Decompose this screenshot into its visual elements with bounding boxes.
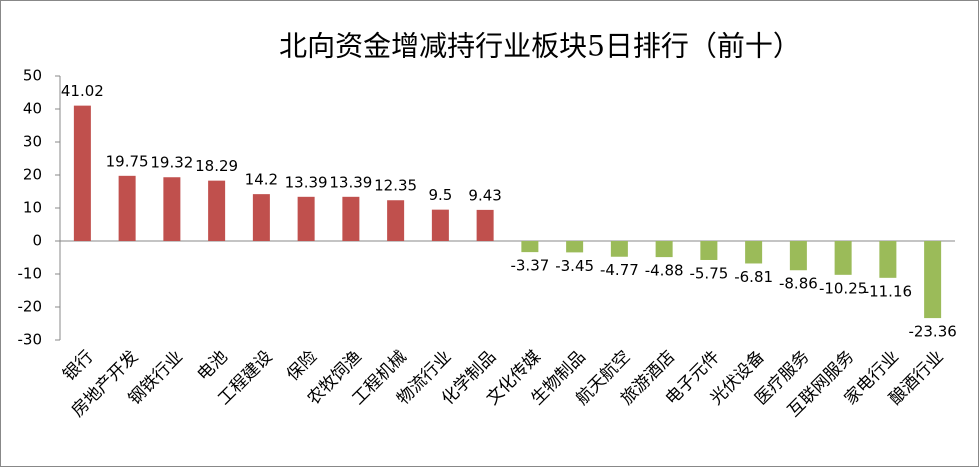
data-label: -4.77	[600, 261, 639, 279]
data-label: -11.16	[864, 282, 912, 300]
y-tick-label: -30	[18, 331, 43, 349]
bar	[879, 241, 897, 278]
chart-title: 北向资金增减持行业板块5日排行（前十）	[279, 30, 801, 63]
y-tick-label: 20	[23, 166, 42, 184]
data-label: 12.35	[374, 177, 417, 195]
bar	[208, 180, 226, 241]
y-tick-label: 10	[23, 199, 42, 217]
y-tick-label: -20	[18, 298, 43, 316]
data-label: 41.02	[61, 82, 104, 100]
bar	[476, 209, 494, 241]
y-tick-label: 40	[23, 100, 42, 118]
data-label: -5.75	[689, 264, 728, 282]
data-label: 9.43	[468, 186, 501, 204]
data-label: -6.81	[734, 268, 773, 286]
data-label: 14.2	[245, 171, 278, 189]
bar	[655, 241, 673, 258]
bar	[834, 241, 852, 275]
data-label: 13.39	[285, 173, 328, 191]
y-tick-label: -10	[18, 265, 43, 283]
bar	[521, 241, 539, 253]
data-label: 19.75	[106, 152, 149, 170]
y-tick-label: 50	[23, 67, 42, 85]
y-tick-label: 30	[23, 133, 42, 151]
data-label: -3.45	[555, 257, 594, 275]
data-label: 13.39	[329, 173, 372, 191]
bar	[73, 105, 91, 241]
bar	[163, 177, 181, 241]
bar	[924, 241, 942, 319]
bar	[252, 194, 270, 241]
bar	[431, 209, 449, 241]
bar	[610, 241, 628, 257]
y-tick-label: 0	[32, 232, 42, 250]
bar	[342, 196, 360, 241]
bar	[700, 241, 718, 260]
bar	[387, 200, 405, 241]
data-label: -23.36	[908, 323, 956, 341]
bar	[566, 241, 584, 253]
data-label: -4.88	[645, 262, 684, 280]
bar	[118, 175, 136, 241]
data-label: 19.32	[150, 154, 193, 172]
data-label: -3.37	[510, 257, 549, 275]
data-label: 18.29	[195, 157, 238, 175]
bar	[297, 196, 315, 241]
bar	[789, 241, 807, 271]
bar	[745, 241, 763, 264]
data-label: -10.25	[819, 279, 867, 297]
data-label: -8.86	[779, 275, 818, 293]
data-label: 9.5	[428, 186, 452, 204]
